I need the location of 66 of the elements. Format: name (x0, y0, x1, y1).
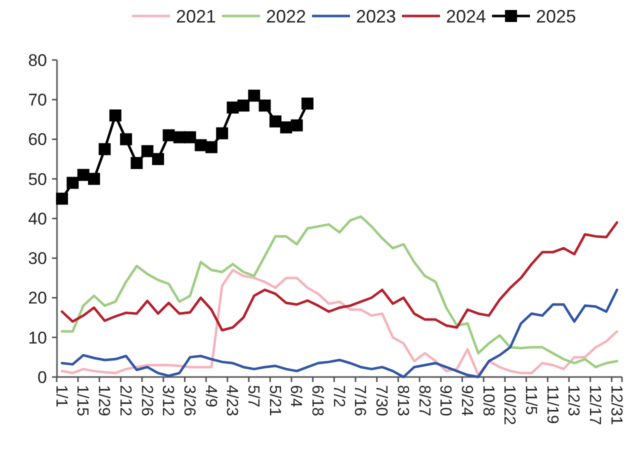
x-tick-label: 11/19 (543, 385, 560, 424)
point (98, 143, 111, 156)
x-tick-label: 8/27 (415, 385, 432, 416)
x-tick-label: 4/9 (202, 385, 219, 408)
x-tick-label: 12/31 (607, 385, 624, 426)
point (205, 141, 218, 154)
y-tick-label: 20 (28, 288, 47, 308)
x-tick-label: 8/13 (394, 385, 411, 416)
point (109, 109, 122, 122)
y-tick-label: 10 (28, 328, 47, 348)
line-series (60, 221, 618, 332)
x-tick-label: 12/17 (586, 385, 604, 426)
point (301, 98, 314, 110)
line-series (60, 268, 618, 376)
point (269, 115, 282, 128)
x-tick-label: 1/1 (52, 385, 70, 408)
point (56, 192, 68, 205)
point (258, 100, 271, 112)
y-tick-label: 30 (28, 249, 47, 268)
x-tick-label: 2/12 (116, 385, 134, 416)
point (162, 129, 175, 142)
point (152, 153, 164, 166)
x-tick-label: 5/21 (266, 385, 283, 416)
point (184, 131, 196, 144)
y-tick-label: 80 (28, 50, 47, 70)
x-tick-label: 3/26 (180, 385, 198, 416)
point (141, 145, 154, 158)
point (77, 168, 90, 181)
point (248, 90, 260, 102)
point (290, 119, 303, 132)
x-tick-label: 7/2 (330, 385, 347, 408)
line-series (60, 288, 618, 378)
x-tick-label: 10/8 (479, 385, 496, 416)
y-tick-label: 60 (28, 130, 47, 150)
y-tick-label: 50 (28, 170, 47, 189)
point (237, 100, 250, 112)
point (130, 157, 143, 170)
x-tick-label: 3/12 (159, 385, 176, 416)
x-tick-label: 1/15 (74, 385, 91, 416)
x-tick-label: 6/4 (287, 385, 304, 408)
point (280, 121, 292, 134)
point (120, 133, 132, 146)
x-tick-label: 7/16 (351, 385, 368, 416)
x-tick-label: 5/7 (244, 385, 262, 408)
x-tick-label: 9/24 (458, 385, 475, 416)
x-tick-label: 9/10 (436, 385, 454, 416)
x-tick-label: 7/30 (372, 385, 390, 416)
legend-label: 2022 (266, 6, 306, 26)
x-tick-label: 4/23 (223, 385, 240, 416)
point (216, 127, 228, 140)
legend-label: 2024 (446, 6, 486, 26)
legend-label: 2021 (176, 6, 216, 26)
point (88, 172, 100, 185)
x-tick-label: 12/3 (564, 385, 582, 416)
legend-label: 2023 (356, 6, 396, 26)
legend-label: 2025 (536, 6, 576, 26)
y-tick-label: 0 (38, 368, 47, 387)
x-tick-label: 11/5 (522, 385, 540, 416)
y-tick-label: 70 (28, 90, 47, 110)
x-tick-label: 6/18 (308, 385, 326, 416)
x-tick-label: 1/29 (95, 385, 112, 416)
line-series (60, 215, 618, 368)
x-tick-label: 10/22 (500, 385, 518, 426)
y-tick-label: 40 (28, 209, 47, 228)
x-tick-label: 2/26 (138, 385, 155, 416)
point (66, 176, 79, 189)
